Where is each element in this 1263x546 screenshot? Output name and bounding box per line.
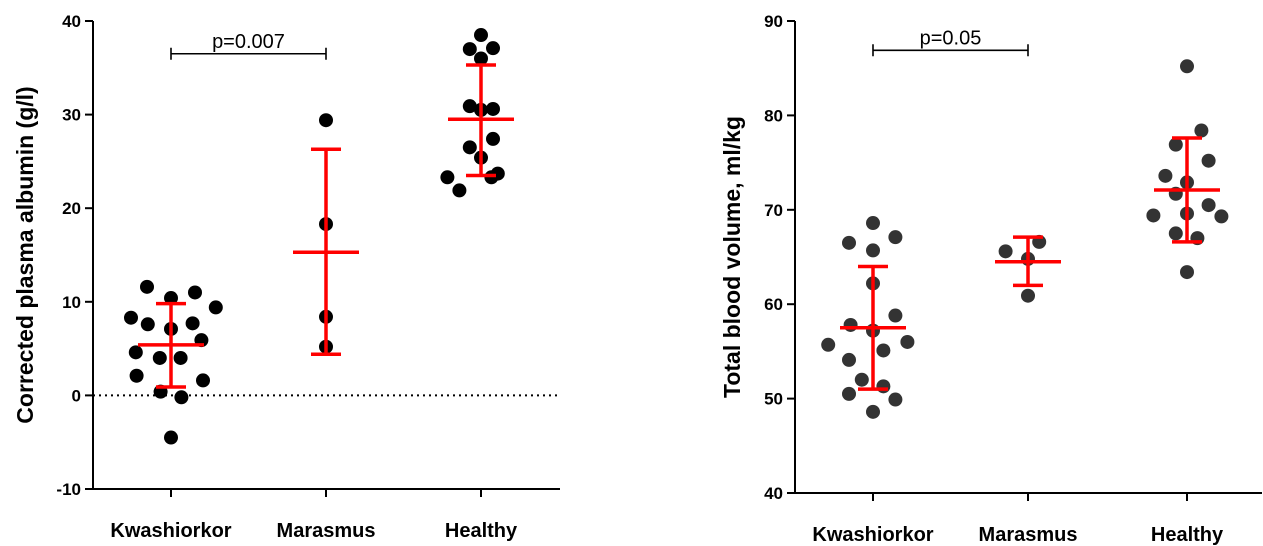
data-point — [140, 279, 154, 294]
data-point — [196, 373, 210, 388]
data-point — [900, 334, 915, 349]
group-marasmus — [293, 113, 359, 356]
data-point — [462, 99, 477, 114]
data-point — [486, 131, 500, 146]
y-axis-title: Corrected plasma albumin (g/l) — [12, 86, 38, 423]
category-label: Marasmus — [277, 520, 376, 542]
data-point — [1201, 153, 1216, 168]
data-point — [1180, 59, 1194, 74]
data-point — [129, 368, 144, 383]
data-point — [174, 390, 189, 405]
y-tick-label: -10 — [56, 480, 81, 499]
data-point — [888, 392, 903, 407]
data-point — [888, 308, 903, 323]
y-tick-label: 20 — [62, 199, 81, 218]
data-point — [319, 113, 333, 128]
category-label: Healthy — [445, 520, 518, 542]
data-point — [1021, 288, 1035, 303]
group-kwashiorkor — [821, 216, 915, 419]
data-point — [1214, 209, 1229, 224]
y-tick-label: 60 — [764, 295, 783, 314]
data-point — [474, 28, 488, 43]
data-point — [1168, 137, 1183, 152]
group-marasmus — [995, 234, 1061, 303]
p-value-label: p=0.05 — [920, 27, 982, 49]
significance-bracket — [170, 47, 327, 60]
data-point — [152, 350, 167, 365]
data-point — [866, 243, 880, 258]
significance-bracket — [872, 44, 1029, 57]
category-label: Healthy — [1151, 524, 1224, 546]
chart-panel-2: 40 50 60 70 80 90 Kwashiorkor Marasmus Healthy To… — [719, 12, 1262, 546]
data-point — [1194, 123, 1209, 138]
y-tick-label: 30 — [62, 106, 81, 125]
data-point — [486, 41, 500, 56]
data-point — [842, 235, 856, 250]
data-point — [1201, 198, 1216, 213]
y-tick-label: 40 — [764, 484, 783, 503]
data-point — [888, 230, 903, 245]
y-tick-label: 90 — [764, 12, 783, 31]
category-label: Kwashiorkor — [110, 520, 231, 542]
y-tick-label: 70 — [764, 201, 783, 220]
data-point — [1146, 208, 1161, 223]
data-point — [876, 343, 891, 358]
data-point — [866, 404, 880, 419]
data-point — [842, 386, 856, 401]
chart-panel-1: -10 0 10 20 30 40 Kwashiorkor Marasmus Healthy Co… — [12, 12, 560, 542]
data-point — [866, 216, 880, 231]
data-point — [1158, 168, 1173, 183]
data-point — [490, 166, 505, 181]
data-point — [208, 300, 223, 315]
data-point — [164, 430, 178, 445]
data-point — [1168, 226, 1183, 241]
data-point — [843, 317, 858, 332]
data-point — [876, 379, 891, 394]
data-point — [164, 291, 178, 306]
data-point — [854, 372, 869, 387]
data-point — [474, 51, 488, 66]
group-healthy — [440, 28, 514, 198]
data-point — [185, 316, 200, 331]
y-tick-label: 50 — [764, 390, 783, 409]
data-point — [462, 42, 477, 57]
y-tick-label: 40 — [62, 12, 81, 31]
y-tick-label: 80 — [764, 106, 783, 125]
data-point — [462, 140, 477, 155]
data-point — [452, 183, 467, 198]
y-tick-label: 10 — [62, 293, 81, 312]
data-point — [842, 352, 856, 367]
data-point — [998, 244, 1013, 259]
group-healthy — [1146, 59, 1229, 280]
y-axis-title: Total blood volume, ml/kg — [719, 116, 745, 398]
data-point — [173, 350, 188, 365]
data-point — [440, 170, 455, 185]
data-point — [188, 285, 202, 300]
p-value-label: p=0.007 — [212, 31, 285, 53]
data-point — [821, 337, 836, 352]
category-label: Marasmus — [979, 524, 1078, 546]
group-kwashiorkor — [124, 279, 223, 445]
data-point — [124, 310, 138, 325]
data-point — [486, 101, 500, 116]
y-tick-label: 0 — [72, 386, 81, 405]
data-point — [128, 345, 143, 360]
category-label: Kwashiorkor — [812, 524, 933, 546]
data-point — [140, 317, 155, 332]
data-point — [1180, 265, 1194, 280]
